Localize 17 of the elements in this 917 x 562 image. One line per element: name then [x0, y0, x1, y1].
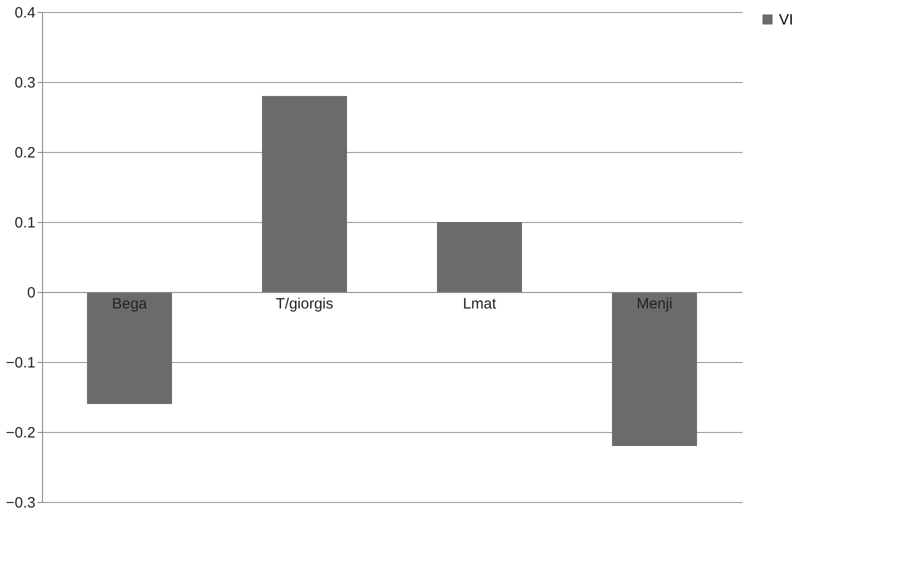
- bar: [612, 292, 697, 446]
- x-tick-label: Bega: [112, 296, 148, 312]
- x-tick-label: Lmat: [462, 296, 497, 312]
- y-tick-label: 0.4: [14, 4, 36, 22]
- bar: [437, 222, 522, 292]
- x-tick-label: T/giorgis: [276, 296, 334, 312]
- y-tick-label: 0.1: [14, 214, 36, 232]
- y-tick-label: 0.3: [14, 74, 36, 92]
- bar: [87, 292, 172, 404]
- x-tick-label: Menji: [636, 296, 672, 312]
- y-tick-label: −0.3: [6, 494, 36, 512]
- legend-label: VI: [779, 12, 794, 28]
- y-tick-label: −0.2: [6, 424, 36, 442]
- y-tick-label: 0: [27, 284, 36, 302]
- y-tick-label: 0.2: [14, 144, 36, 162]
- y-tick-label: −0.1: [6, 354, 36, 372]
- bar: [262, 96, 347, 292]
